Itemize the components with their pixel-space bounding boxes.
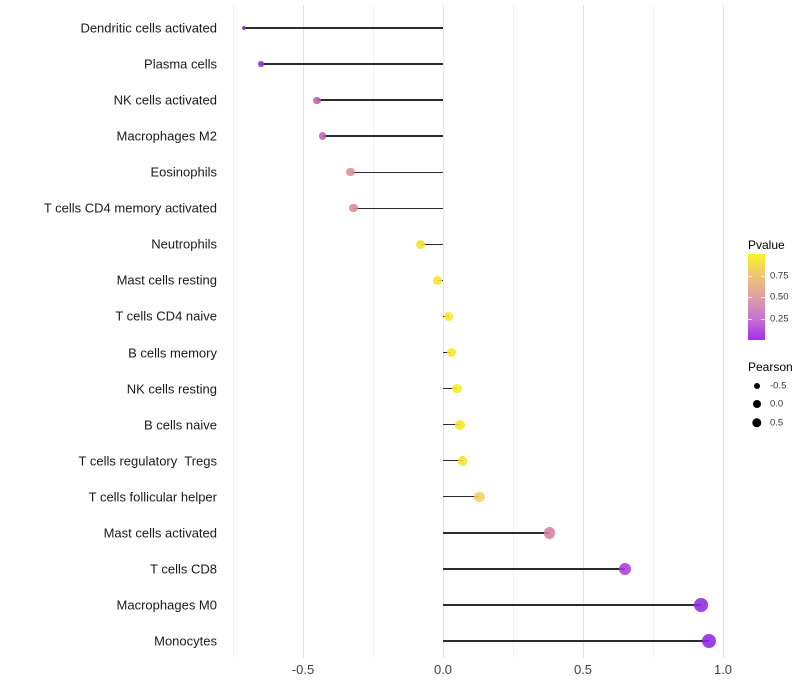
- y-axis-label: Eosinophils: [150, 164, 218, 180]
- colorbar-tick: [748, 318, 752, 320]
- y-axis-label: Neutrophils: [151, 236, 217, 252]
- pearson-size-label: 0.0: [770, 398, 784, 410]
- colorbar-tick: [761, 318, 765, 320]
- colorbar-tick-label: 0.25: [770, 312, 789, 324]
- y-axis-label: Monocytes: [154, 633, 217, 649]
- lollipop-stem: [443, 496, 480, 498]
- lollipop-stem: [443, 568, 625, 570]
- colorbar-tick: [761, 297, 765, 298]
- colorbar-tick-label: 0.75: [770, 269, 789, 281]
- x-tick-label: 0.0: [433, 662, 453, 677]
- lollipop-stem: [261, 63, 443, 65]
- lollipop-stem: [443, 640, 709, 642]
- lollipop-dot: [446, 347, 457, 358]
- colorbar-tick: [761, 275, 765, 277]
- lollipop-dot: [452, 383, 462, 394]
- y-axis-label: NK cells activated: [113, 92, 217, 108]
- y-axis-label: T cells CD4 memory activated: [43, 200, 217, 216]
- lollipop-stem: [420, 243, 443, 246]
- lollipop-stem: [353, 207, 443, 209]
- lollipop-stem: [443, 460, 463, 462]
- lollipop-dot: [454, 419, 465, 430]
- pearson-legend-title: Pearson: [748, 360, 793, 374]
- colorbar-tick: [748, 275, 752, 277]
- lollipop-dot: [432, 275, 442, 285]
- lollipop-dot: [457, 455, 468, 466]
- lollipop-stem: [322, 135, 443, 137]
- lollipop-dot: [443, 311, 454, 322]
- y-axis-label: B cells naive: [144, 417, 217, 433]
- lollipop-dot: [618, 562, 632, 576]
- plot-panel: [221, 5, 732, 658]
- y-axis-label: Plasma cells: [144, 56, 217, 72]
- lollipop-stem: [244, 27, 443, 29]
- y-axis-label: T cells CD8: [150, 561, 217, 577]
- pearson-size-dot: [752, 400, 761, 408]
- pearson-size-label: -0.5: [770, 379, 787, 391]
- lollipop-dot: [474, 491, 485, 502]
- gridline-minor: [373, 5, 374, 658]
- gridline-major: [723, 5, 724, 658]
- y-axis-label: Dendritic cells activated: [80, 20, 217, 36]
- gridline-major: [443, 5, 444, 658]
- x-tick-label: 1.0: [713, 662, 733, 677]
- x-tick-label: -0.5: [291, 662, 315, 677]
- gridline-major: [583, 5, 584, 658]
- y-axis-label: T cells follicular helper: [88, 489, 217, 505]
- lollipop-stem: [443, 532, 550, 534]
- gridline-minor: [653, 5, 654, 658]
- pearson-size-label: 0.5: [770, 416, 784, 428]
- gridline-minor: [233, 5, 234, 658]
- pearson-size-dot: [753, 382, 760, 389]
- lollipop-dot: [258, 61, 264, 67]
- lollipop-dot: [242, 25, 247, 31]
- y-axis-label: Mast cells resting: [116, 272, 217, 288]
- y-axis-label: T cells CD4 naive: [115, 308, 217, 324]
- pvalue-legend-title: Pvalue: [748, 238, 785, 252]
- lollipop-dot: [346, 168, 355, 177]
- lollipop-stem: [443, 387, 457, 390]
- lollipop-dot: [349, 204, 358, 213]
- colorbar-tick-label: 0.50: [770, 291, 789, 303]
- lollipop-dot: [701, 633, 717, 649]
- lollipop-dot: [313, 96, 321, 104]
- gridline-major: [303, 5, 304, 658]
- y-axis-label: Macrophages M2: [116, 128, 217, 144]
- pvalue-colorbar-gradient: [748, 254, 765, 340]
- y-axis-label: T cells regulatory Tregs: [78, 453, 217, 469]
- lollipop-stem: [443, 604, 701, 606]
- lollipop-dot: [543, 527, 556, 539]
- lollipop-stem: [350, 171, 443, 173]
- y-axis-label: NK cells resting: [126, 381, 217, 397]
- lollipop-dot: [318, 132, 327, 140]
- y-axis-label: Mast cells activated: [103, 525, 217, 541]
- x-tick-label: 0.5: [573, 662, 593, 677]
- y-axis-label: B cells memory: [128, 345, 217, 361]
- lollipop-stem: [317, 99, 443, 101]
- gridline-minor: [513, 5, 514, 658]
- colorbar-tick: [748, 297, 752, 298]
- lollipop-dot: [416, 239, 426, 249]
- lollipop-stem: [443, 423, 460, 426]
- y-axis-label: Macrophages M0: [116, 597, 217, 613]
- pearson-size-dot: [751, 417, 762, 428]
- lollipop-dot: [693, 597, 708, 613]
